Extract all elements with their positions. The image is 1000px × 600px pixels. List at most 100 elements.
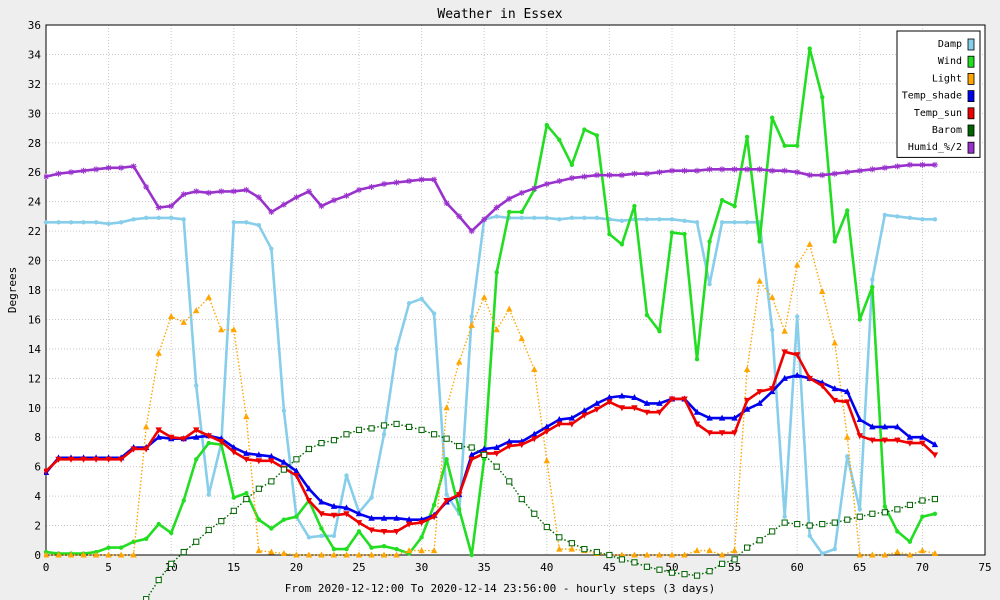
data-point — [618, 551, 626, 558]
data-point — [794, 261, 801, 268]
series-line — [46, 213, 935, 555]
legend-label: Light — [932, 73, 962, 84]
data-point — [468, 444, 475, 451]
data-point — [318, 511, 325, 518]
data-point — [293, 551, 300, 558]
data-point — [155, 433, 162, 440]
data-point — [543, 423, 550, 430]
data-point — [643, 409, 651, 416]
data-point — [44, 468, 50, 475]
data-point — [393, 420, 400, 428]
data-point — [368, 551, 375, 558]
data-point — [556, 421, 563, 428]
data-point — [643, 399, 651, 406]
data-point — [706, 430, 713, 437]
data-point — [882, 504, 888, 509]
data-point — [593, 172, 600, 179]
data-point — [731, 166, 738, 173]
data-point — [193, 427, 200, 434]
data-point — [781, 327, 788, 334]
data-point — [894, 437, 901, 444]
data-point — [243, 456, 250, 463]
legend-box — [896, 30, 981, 158]
data-point — [356, 186, 362, 193]
data-point — [355, 520, 363, 527]
data-point — [418, 520, 425, 527]
data-point — [857, 507, 862, 512]
data-point — [519, 215, 524, 221]
x-tick-label: 25 — [352, 561, 365, 574]
data-point — [506, 443, 513, 450]
data-point — [556, 178, 563, 185]
data-point — [919, 433, 926, 440]
data-point — [794, 520, 801, 528]
data-point — [318, 440, 325, 447]
data-point — [493, 326, 500, 333]
data-point — [593, 399, 601, 406]
data-point — [881, 551, 889, 558]
data-point — [118, 220, 124, 225]
series-layer — [44, 46, 939, 600]
data-point — [781, 349, 788, 356]
data-point — [319, 533, 324, 539]
data-point — [255, 194, 262, 201]
data-point — [744, 134, 750, 140]
data-point — [44, 220, 49, 225]
data-point — [656, 566, 663, 573]
data-point — [481, 451, 488, 458]
data-point — [268, 478, 275, 485]
data-point — [430, 547, 438, 554]
data-point — [93, 220, 99, 225]
data-point — [330, 551, 338, 558]
x-tick-label: 5 — [105, 561, 112, 574]
y-tick-label: 6 — [34, 461, 41, 474]
data-point — [268, 458, 275, 465]
data-point — [194, 457, 199, 462]
data-point — [405, 547, 413, 554]
data-point — [193, 307, 200, 314]
data-point — [731, 556, 738, 563]
data-point — [931, 161, 938, 168]
data-point — [831, 170, 838, 177]
data-point — [344, 473, 349, 478]
data-point — [444, 457, 449, 462]
data-point — [482, 457, 487, 462]
data-point — [656, 409, 663, 416]
data-point — [769, 528, 776, 535]
data-point — [106, 545, 111, 550]
data-point — [632, 203, 637, 209]
data-point — [856, 167, 863, 174]
y-axis-label: Degrees — [6, 267, 19, 313]
data-point — [707, 281, 712, 287]
data-point — [881, 509, 888, 516]
data-point — [168, 203, 175, 210]
data-point — [330, 197, 337, 204]
y-tick-label: 28 — [28, 137, 41, 150]
data-point — [431, 431, 438, 438]
data-point — [568, 175, 575, 182]
legend-swatch — [967, 73, 975, 85]
data-point — [907, 539, 913, 544]
data-point — [455, 492, 463, 499]
legend: Damp Wind Light Temp_shade Temp_sun Barom Humi… — [896, 30, 981, 158]
data-point — [869, 510, 876, 517]
data-point — [68, 220, 74, 225]
data-point — [80, 456, 87, 463]
data-point — [306, 535, 312, 540]
data-point — [343, 431, 350, 438]
data-point — [481, 293, 488, 300]
data-point — [343, 511, 350, 518]
data-point — [380, 551, 388, 558]
data-point — [418, 547, 425, 554]
data-point — [243, 186, 250, 193]
data-point — [431, 176, 438, 183]
data-point — [443, 498, 450, 505]
data-point — [256, 223, 262, 228]
data-point — [155, 349, 162, 356]
x-tick-label: 30 — [415, 561, 428, 574]
data-point — [657, 217, 662, 222]
data-point — [769, 167, 776, 174]
x-tick-label: 20 — [290, 561, 303, 574]
y-tick-label: 20 — [28, 255, 41, 268]
data-point — [294, 514, 299, 519]
